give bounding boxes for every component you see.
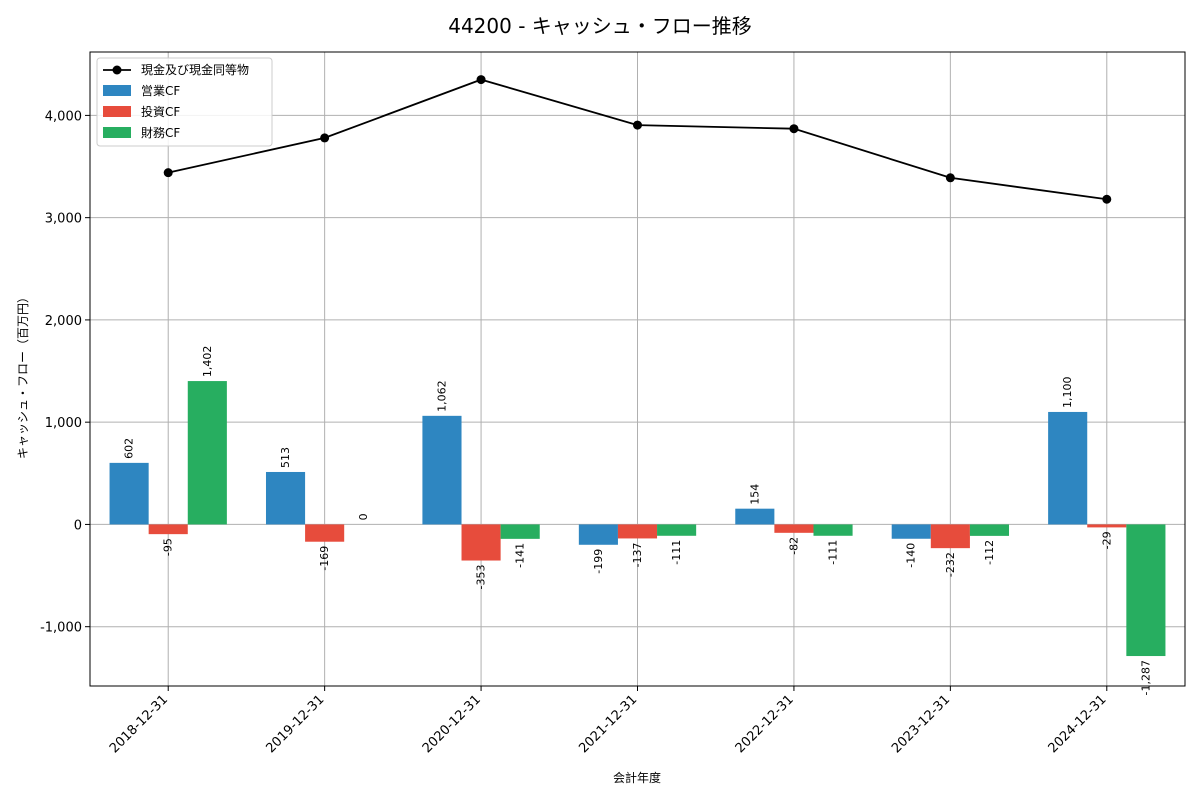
bar-投資CF bbox=[930, 524, 970, 549]
x-axis-label: 会計年度 bbox=[613, 770, 661, 785]
x-tick-label: 2022-12-31 bbox=[733, 692, 797, 756]
legend-swatch bbox=[103, 106, 131, 117]
legend-label: 現金及び現金同等物 bbox=[141, 62, 249, 77]
y-tick-label: 4,000 bbox=[45, 109, 82, 124]
data-label: -29 bbox=[1100, 531, 1113, 549]
bar-営業CF bbox=[735, 508, 775, 525]
bar-財務CF bbox=[813, 524, 853, 536]
y-tick-label: 3,000 bbox=[45, 212, 82, 227]
bar-営業CF bbox=[422, 415, 462, 525]
data-label: -169 bbox=[318, 546, 331, 571]
cash-point bbox=[320, 133, 330, 143]
data-label: -141 bbox=[514, 543, 527, 568]
data-label: 602 bbox=[123, 438, 136, 459]
y-axis-label: キャッシュ・フロー（百万円） bbox=[16, 291, 30, 459]
chart-title: 44200 - キャッシュ・フロー推移 bbox=[448, 14, 752, 38]
y-tick-label: 0 bbox=[74, 518, 82, 533]
data-label: 1,100 bbox=[1061, 376, 1074, 408]
y-tick-label: 2,000 bbox=[45, 314, 82, 329]
x-tick-label: 2020-12-31 bbox=[420, 692, 484, 756]
x-tick-label: 2024-12-31 bbox=[1046, 692, 1110, 756]
data-label: 154 bbox=[748, 484, 761, 505]
data-label: -137 bbox=[631, 542, 644, 567]
line-layer bbox=[163, 75, 1112, 204]
bar-財務CF bbox=[969, 524, 1010, 536]
bars-layer bbox=[109, 381, 1166, 657]
legend-line-marker bbox=[112, 65, 122, 75]
data-label: 0 bbox=[357, 513, 370, 520]
cash-point bbox=[633, 120, 642, 130]
data-label: -199 bbox=[592, 549, 605, 574]
legend-label: 財務CF bbox=[141, 125, 180, 140]
y-tick-label: -1,000 bbox=[40, 621, 82, 636]
bar-営業CF bbox=[109, 462, 149, 525]
bar-営業CF bbox=[1048, 411, 1088, 525]
bar-財務CF bbox=[1126, 524, 1166, 657]
bar-財務CF bbox=[187, 381, 227, 525]
x-tick-label: 2023-12-31 bbox=[889, 692, 953, 756]
cash-point bbox=[1102, 194, 1112, 204]
cash-point bbox=[476, 75, 486, 85]
data-labels-layer: 602 513 1,062 -199 154 -140 1,100 -95 -169 -353 -1… bbox=[123, 346, 1153, 696]
data-label: -111 bbox=[827, 540, 840, 565]
bar-財務CF bbox=[657, 524, 697, 536]
bar-投資CF bbox=[148, 524, 188, 535]
bar-投資CF bbox=[305, 524, 345, 542]
data-label: -111 bbox=[670, 540, 683, 565]
legend-box bbox=[96, 57, 273, 147]
cash-point bbox=[163, 168, 173, 178]
x-tick-label: 2018-12-31 bbox=[107, 692, 171, 756]
bar-投資CF bbox=[774, 524, 814, 533]
data-label: -82 bbox=[787, 537, 800, 555]
bar-営業CF bbox=[265, 471, 306, 525]
data-label: -112 bbox=[983, 540, 996, 565]
legend-swatch bbox=[103, 85, 131, 96]
data-label: -140 bbox=[905, 543, 918, 568]
bar-投資CF bbox=[617, 524, 658, 539]
x-tick-label: 2021-12-31 bbox=[576, 692, 640, 756]
x-tick-label: 2019-12-31 bbox=[263, 692, 327, 756]
grid-layer bbox=[90, 52, 1185, 686]
bar-投資CF bbox=[1087, 524, 1127, 528]
bar-営業CF bbox=[891, 524, 931, 539]
legend-label: 営業CF bbox=[141, 84, 180, 98]
cash-point bbox=[945, 173, 955, 183]
cash-point bbox=[789, 124, 799, 134]
data-label: 1,062 bbox=[435, 380, 448, 412]
data-label: 513 bbox=[279, 447, 292, 468]
legend-label: 投資CF bbox=[141, 104, 180, 119]
data-label: -95 bbox=[162, 538, 175, 556]
data-label: -1,287 bbox=[1139, 660, 1152, 695]
y-tick-label: 1,000 bbox=[45, 416, 82, 431]
data-label: 1,402 bbox=[201, 346, 214, 378]
bar-投資CF bbox=[461, 524, 501, 561]
legend-swatch bbox=[103, 127, 131, 138]
bar-営業CF bbox=[578, 524, 618, 545]
data-label: -232 bbox=[944, 552, 957, 577]
data-label: -353 bbox=[475, 565, 488, 590]
bar-財務CF bbox=[500, 524, 540, 539]
